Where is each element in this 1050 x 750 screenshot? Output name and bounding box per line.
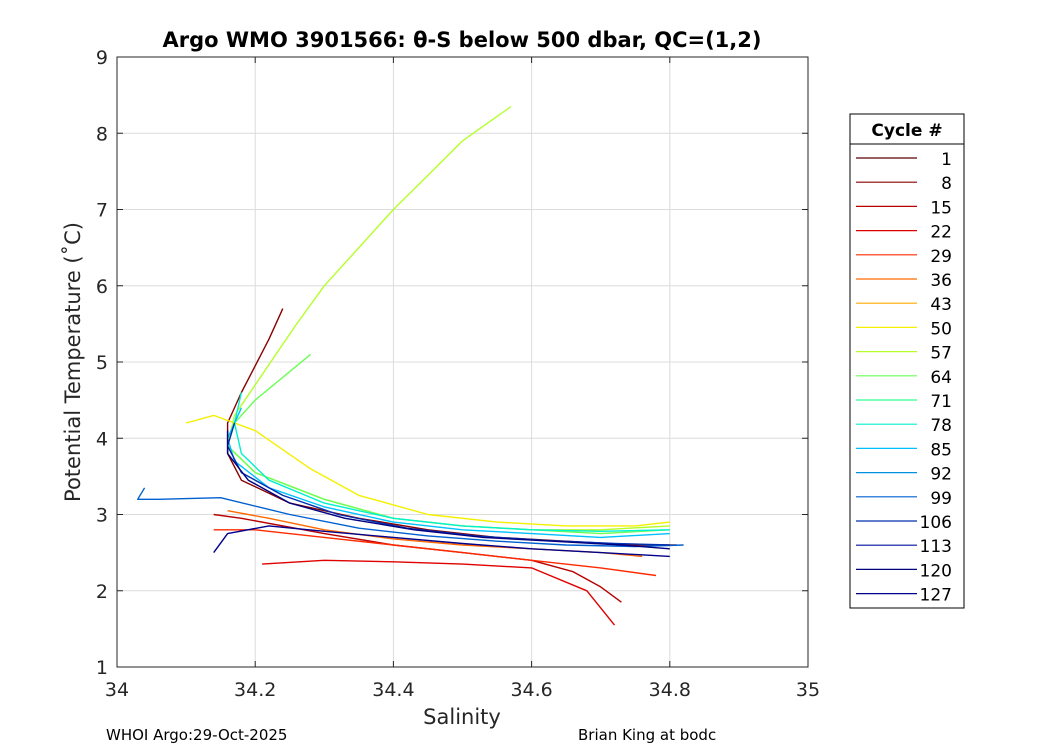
legend-entry-label: 1 (941, 150, 952, 170)
legend-entry-label: 43 (930, 295, 952, 315)
y-tick-label: 4 (96, 428, 108, 450)
series-line (262, 559, 616, 626)
x-axis-label: Salinity (423, 705, 501, 729)
legend-entry-label: 92 (930, 465, 952, 485)
legend-entry-label: 64 (930, 368, 952, 388)
footer-right-credit: Brian King at bodc (578, 726, 717, 744)
legend-entry-label: 85 (930, 440, 952, 460)
x-tick-label: 34 (105, 679, 129, 701)
legend-entry-label: 8 (941, 174, 952, 194)
legend-entry-label: 113 (920, 537, 952, 557)
legend-entry-label: 78 (930, 416, 952, 436)
legend-entry-label: 50 (930, 319, 952, 339)
footer-left-credit: WHOI Argo:29-Oct-2025 (106, 726, 288, 744)
legend-entry-label: 15 (930, 198, 952, 218)
x-tick-label: 34.6 (510, 679, 552, 701)
series-line (213, 529, 657, 577)
legend-entry-label: 127 (920, 586, 952, 606)
y-tick-label: 8 (96, 123, 108, 145)
legend-entry-label: 57 (930, 344, 952, 364)
legend-entry-label: 99 (930, 489, 952, 509)
legend-entry-label: 22 (930, 223, 952, 243)
series-line (233, 392, 670, 532)
x-tick-label: 34.2 (234, 679, 276, 701)
chart-title: Argo WMO 3901566: θ-S below 500 dbar, QC… (163, 28, 762, 52)
y-tick-label: 2 (96, 581, 108, 603)
x-tick-label: 34.4 (372, 679, 414, 701)
legend-box (849, 113, 965, 609)
y-tick-label: 3 (96, 505, 108, 527)
x-tick-label: 35 (796, 679, 820, 701)
y-tick-label: 9 (96, 47, 108, 69)
series-layer (136, 106, 684, 626)
legend-entries: 1 8 15 22 29 36 43 50 57 64 71 78 85 92 99 106 113 120 127 (856, 150, 952, 606)
series-line (213, 525, 670, 558)
y-tick-label: 5 (96, 352, 108, 374)
legend-entry-label: 106 (920, 513, 952, 533)
legend-entry-label: 71 (930, 392, 952, 412)
legend: Cycle # 18152229364350576471788592991061… (849, 113, 965, 609)
legend-title: Cycle # (871, 121, 942, 141)
legend-entry-label: 36 (930, 271, 952, 291)
x-tick-label: 34.8 (649, 679, 691, 701)
series-line (226, 422, 670, 546)
series-line (136, 487, 684, 548)
y-axis-label: Potential Temperature (˚C) (61, 222, 85, 502)
series-line (226, 430, 670, 550)
legend-entry-label: 29 (930, 247, 952, 267)
y-tick-label: 7 (96, 200, 108, 222)
y-tick-label: 6 (96, 276, 108, 298)
legend-entry-label: 120 (920, 561, 952, 581)
y-tick-label: 1 (96, 657, 108, 679)
series-line (226, 407, 670, 539)
